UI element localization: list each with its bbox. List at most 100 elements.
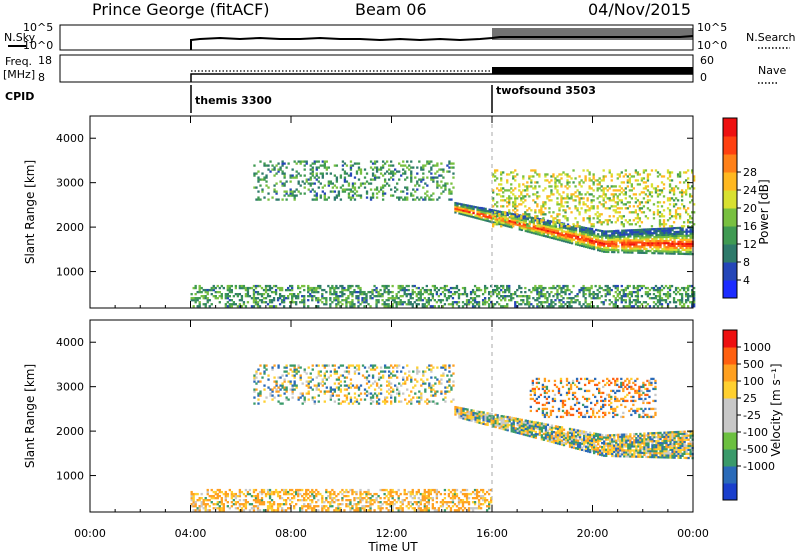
echo-cell <box>202 295 205 298</box>
echo-cell <box>658 301 662 304</box>
echo-cell <box>448 380 451 383</box>
echo-cell <box>269 160 272 163</box>
echo-cell <box>486 219 489 223</box>
echo-cell <box>397 496 400 500</box>
echo-cell <box>548 185 551 188</box>
echo-cell <box>592 205 595 208</box>
echo-cell <box>632 175 636 178</box>
echo-cell <box>274 290 278 294</box>
echo-cell <box>353 400 357 403</box>
echo-cell <box>359 398 363 401</box>
echo-cell <box>204 290 207 294</box>
echo-cell <box>349 386 353 389</box>
echo-cell <box>442 372 445 375</box>
echo-cell <box>240 503 244 506</box>
echo-cell <box>471 305 475 308</box>
echo-cell <box>593 240 596 243</box>
echo-cell <box>481 303 485 306</box>
echo-cell <box>377 292 380 296</box>
echo-cell <box>540 303 543 306</box>
echo-cell <box>317 499 320 502</box>
echo-cell <box>299 376 302 379</box>
echo-cell <box>544 301 547 304</box>
echo-cell <box>429 496 432 500</box>
echo-cell <box>685 242 688 245</box>
echo-cell <box>616 197 619 200</box>
echo-cell <box>659 235 662 239</box>
echo-cell <box>307 178 310 181</box>
echo-cell <box>544 179 547 182</box>
echo-cell <box>415 503 418 506</box>
echo-cell <box>646 177 650 180</box>
echo-cell <box>401 284 404 288</box>
echo-cell <box>635 245 638 248</box>
echo-cell <box>420 196 423 199</box>
echo-cell <box>343 176 347 179</box>
echo-cell <box>684 292 688 296</box>
echo-cell <box>600 223 603 226</box>
echo-cell <box>275 190 278 193</box>
echo-cell <box>620 299 623 302</box>
echo-cell <box>576 243 580 246</box>
echo-cell <box>536 173 539 176</box>
echo-cell <box>638 209 642 212</box>
echo-cell <box>333 400 337 403</box>
echo-cell <box>238 286 242 290</box>
echo-cell <box>273 386 276 389</box>
echo-cell <box>562 209 565 212</box>
echo-cell <box>278 490 282 494</box>
echo-cell <box>540 226 544 229</box>
echo-cell <box>556 238 560 241</box>
echo-cell <box>419 290 422 294</box>
echo-cell <box>438 380 441 383</box>
echo-cell <box>430 384 433 387</box>
echo-cell <box>452 176 455 179</box>
echo-cell <box>658 297 662 300</box>
echo-cell <box>556 189 559 192</box>
echo-cell <box>693 297 696 300</box>
echo-cell <box>323 376 326 379</box>
echo-cell <box>291 492 294 496</box>
echo-cell <box>546 229 550 232</box>
echo-cell <box>198 286 201 290</box>
echo-cell <box>528 216 531 219</box>
echo-cell <box>536 181 539 184</box>
echo-cell <box>270 507 274 510</box>
echo-cell <box>224 494 227 498</box>
echo-cell <box>528 222 531 225</box>
echo-cell <box>690 305 694 308</box>
echo-cell <box>552 301 555 304</box>
echo-cell <box>256 496 260 500</box>
echo-cell <box>389 396 393 399</box>
echo-cell <box>592 305 595 308</box>
echo-cell <box>674 185 678 188</box>
echo-cell <box>678 303 682 306</box>
echo-cell <box>452 380 455 383</box>
echo-cell <box>680 292 684 296</box>
echo-cell <box>394 172 397 175</box>
echo-cell <box>377 507 380 510</box>
echo-cell <box>508 225 511 228</box>
echo-cell <box>671 250 674 253</box>
echo-cell <box>486 210 489 213</box>
echo-cell <box>281 160 284 163</box>
echo-cell <box>572 223 575 226</box>
echo-cell <box>580 230 584 233</box>
echo-cell <box>633 243 636 246</box>
echo-cell <box>602 197 605 200</box>
echo-cell <box>612 305 615 308</box>
echo-cell <box>540 209 543 212</box>
echo-cell <box>361 364 365 367</box>
echo-cell <box>522 217 525 220</box>
echo-cell <box>666 295 670 298</box>
echo-cell <box>586 246 590 249</box>
echo-cell <box>458 212 461 215</box>
echo-cell <box>412 166 415 169</box>
echo-cell <box>263 164 266 167</box>
echo-cell <box>586 237 590 241</box>
echo-cell <box>291 295 294 298</box>
echo-cell <box>347 402 351 405</box>
echo-cell <box>270 490 274 494</box>
echo-cell <box>673 240 676 244</box>
echo-cell <box>321 164 324 167</box>
